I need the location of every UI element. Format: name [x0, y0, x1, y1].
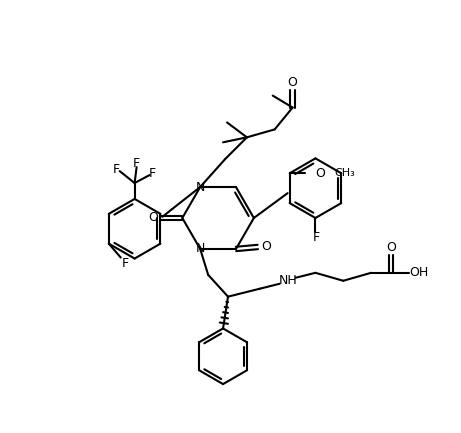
Text: F: F — [122, 257, 129, 270]
Text: F: F — [113, 163, 120, 176]
Text: N: N — [195, 181, 205, 194]
Text: F: F — [133, 157, 140, 170]
Text: N: N — [195, 242, 205, 255]
Text: F: F — [149, 167, 156, 180]
Text: O: O — [386, 242, 396, 255]
Text: NH: NH — [278, 274, 297, 287]
Text: O: O — [315, 167, 325, 180]
Text: F: F — [313, 231, 320, 244]
Text: OH: OH — [409, 266, 428, 279]
Text: CH₃: CH₃ — [334, 168, 355, 178]
Text: O: O — [148, 211, 159, 224]
Text: O: O — [288, 76, 297, 89]
Text: O: O — [261, 240, 271, 253]
